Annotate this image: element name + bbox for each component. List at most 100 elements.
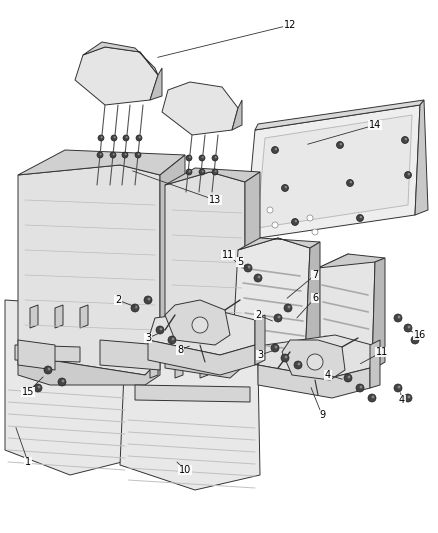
Circle shape <box>275 148 277 150</box>
Polygon shape <box>232 100 242 130</box>
Circle shape <box>281 354 289 362</box>
Polygon shape <box>150 355 158 378</box>
Circle shape <box>125 153 127 155</box>
Polygon shape <box>165 300 230 345</box>
Circle shape <box>398 316 400 318</box>
Circle shape <box>110 152 116 158</box>
Circle shape <box>254 274 262 282</box>
Circle shape <box>136 135 142 141</box>
Polygon shape <box>80 305 88 328</box>
Polygon shape <box>135 385 250 402</box>
Circle shape <box>336 141 343 149</box>
Circle shape <box>97 152 103 158</box>
Polygon shape <box>18 355 160 385</box>
Circle shape <box>122 152 128 158</box>
Circle shape <box>272 147 279 154</box>
Circle shape <box>48 368 50 370</box>
Circle shape <box>148 297 150 301</box>
Circle shape <box>275 345 277 349</box>
Circle shape <box>288 305 290 309</box>
Circle shape <box>202 170 204 172</box>
Text: 2: 2 <box>115 295 121 305</box>
Polygon shape <box>415 100 428 215</box>
Text: 6: 6 <box>312 293 318 303</box>
Circle shape <box>126 136 128 138</box>
Text: 4: 4 <box>399 395 405 405</box>
Circle shape <box>189 156 191 158</box>
Text: 2: 2 <box>255 310 261 320</box>
Polygon shape <box>238 238 320 250</box>
Polygon shape <box>175 355 183 378</box>
Circle shape <box>339 143 342 146</box>
Circle shape <box>415 337 417 341</box>
Circle shape <box>360 216 362 219</box>
Polygon shape <box>18 150 185 175</box>
Circle shape <box>404 394 412 402</box>
Polygon shape <box>83 42 158 75</box>
Polygon shape <box>30 305 38 328</box>
Circle shape <box>295 220 297 222</box>
Polygon shape <box>100 340 160 370</box>
Circle shape <box>285 186 287 188</box>
Polygon shape <box>282 340 345 380</box>
Polygon shape <box>75 47 158 105</box>
Text: 3: 3 <box>257 350 263 360</box>
Circle shape <box>244 264 252 272</box>
Polygon shape <box>148 310 255 355</box>
Polygon shape <box>305 242 320 360</box>
Text: 11: 11 <box>376 347 388 357</box>
Circle shape <box>394 314 402 322</box>
Polygon shape <box>232 238 310 370</box>
Polygon shape <box>165 348 245 378</box>
Circle shape <box>267 207 273 213</box>
Circle shape <box>394 384 402 392</box>
Circle shape <box>34 384 42 392</box>
Polygon shape <box>315 254 375 380</box>
Polygon shape <box>372 258 385 370</box>
Circle shape <box>258 276 261 278</box>
Text: 7: 7 <box>312 270 318 280</box>
Circle shape <box>131 304 139 312</box>
Polygon shape <box>150 68 162 100</box>
Circle shape <box>408 173 410 175</box>
Circle shape <box>101 136 103 138</box>
Circle shape <box>307 215 313 221</box>
Text: 14: 14 <box>369 120 381 130</box>
Circle shape <box>411 336 419 344</box>
Text: 3: 3 <box>145 333 151 343</box>
Circle shape <box>139 136 141 138</box>
Circle shape <box>404 324 412 332</box>
Text: 12: 12 <box>284 20 296 30</box>
Text: 15: 15 <box>22 387 34 397</box>
Circle shape <box>199 155 205 161</box>
Polygon shape <box>258 365 370 398</box>
Polygon shape <box>162 82 238 135</box>
Text: 8: 8 <box>177 345 183 355</box>
Circle shape <box>186 169 192 175</box>
Text: 13: 13 <box>209 195 221 205</box>
Polygon shape <box>5 300 130 475</box>
Text: 11: 11 <box>222 250 234 260</box>
Circle shape <box>144 296 152 304</box>
Polygon shape <box>200 355 208 378</box>
Circle shape <box>307 354 323 370</box>
Circle shape <box>202 156 204 158</box>
Circle shape <box>114 136 116 138</box>
Text: 4: 4 <box>325 370 331 380</box>
Circle shape <box>408 395 410 398</box>
Circle shape <box>271 344 279 352</box>
Circle shape <box>371 395 374 398</box>
Circle shape <box>357 214 364 222</box>
Polygon shape <box>257 115 412 228</box>
Circle shape <box>285 356 287 358</box>
Circle shape <box>44 366 52 374</box>
Polygon shape <box>148 340 255 375</box>
Circle shape <box>346 180 353 187</box>
Polygon shape <box>15 345 80 362</box>
Circle shape <box>215 156 217 158</box>
Circle shape <box>360 385 362 389</box>
Polygon shape <box>318 254 385 268</box>
Polygon shape <box>160 155 185 365</box>
Circle shape <box>292 219 299 225</box>
Circle shape <box>111 135 117 141</box>
